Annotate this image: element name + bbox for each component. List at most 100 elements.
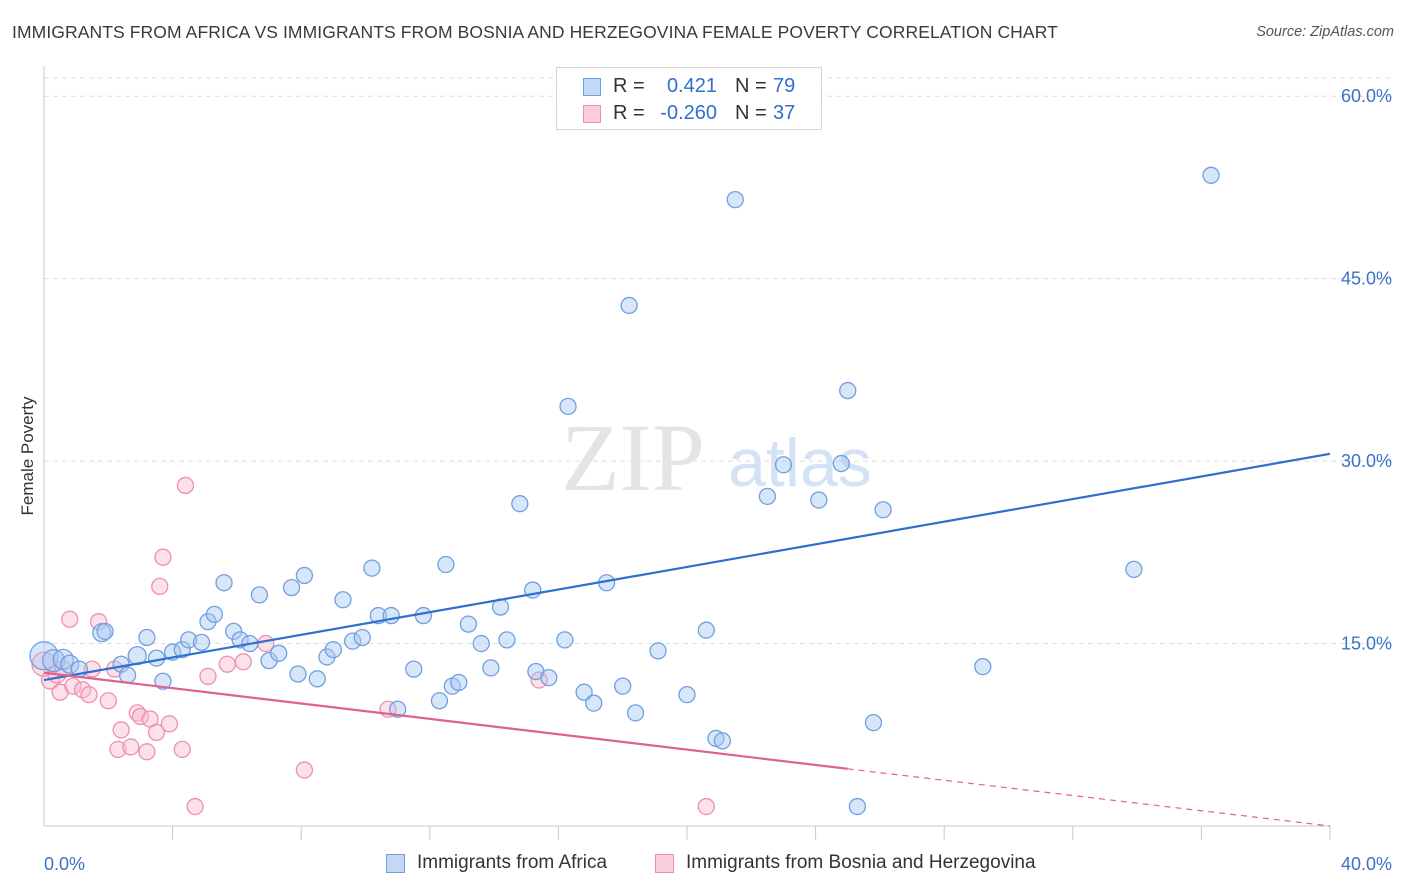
africa-point [363, 559, 381, 577]
africa-point [758, 487, 777, 506]
y-tick-label: 60.0% [1341, 86, 1392, 106]
bosnia-point [186, 797, 204, 816]
africa-point [559, 397, 577, 416]
series-legend: Immigrants from Africa Immigrants from B… [0, 852, 1406, 876]
bosnia-point [160, 715, 179, 733]
africa-point [118, 666, 137, 684]
africa-point [324, 640, 343, 659]
africa-point [289, 665, 307, 683]
africa-point [138, 628, 156, 647]
watermark-atlas: atlas [728, 425, 872, 501]
bosnia-point [90, 613, 108, 631]
africa-point [498, 631, 516, 649]
africa-point [575, 683, 593, 701]
africa-point [343, 632, 362, 650]
africa-point [180, 631, 198, 649]
points-bosnia [31, 476, 715, 816]
legend-row-africa: R = 0.421 N = 79 [557, 74, 821, 102]
y-tick-label: 30.0% [1341, 451, 1392, 471]
africa-point [974, 658, 992, 676]
africa-point [205, 605, 224, 624]
africa-point [308, 670, 326, 688]
bosnia-point [112, 721, 130, 739]
bosnia-swatch [583, 105, 601, 123]
y-tick-labels: 15.0% 30.0% 45.0% 60.0% [1341, 86, 1392, 653]
africa-point [848, 797, 867, 816]
africa-point [270, 644, 288, 662]
africa-point [154, 672, 172, 690]
africa-point [585, 694, 603, 712]
africa-point [250, 586, 269, 604]
r-label: R = [613, 102, 645, 124]
n-label: N = [735, 75, 767, 97]
gridlines [44, 77, 1392, 645]
africa-point [874, 501, 892, 519]
africa-point [405, 660, 423, 678]
bosnia-trend-line [43, 671, 848, 770]
africa-point [832, 454, 850, 473]
legend-label: Immigrants from Bosnia and Herzegovina [686, 852, 1036, 873]
chart-title: IMMIGRANTS FROM AFRICA VS IMMIGRANTS FRO… [12, 22, 1058, 42]
africa-point [810, 491, 828, 509]
bosnia-point [138, 743, 156, 761]
x-tick-label: 40.0% [1341, 854, 1392, 874]
watermark-zip: ZIP [561, 404, 705, 511]
africa-point [540, 668, 558, 687]
bosnia-point [31, 651, 57, 677]
africa-point [459, 615, 478, 633]
africa-point [556, 631, 574, 649]
bosnia-point [199, 667, 217, 686]
africa-point [678, 685, 696, 704]
africa-point [614, 677, 632, 695]
africa-point [713, 732, 732, 750]
africa-point [353, 628, 371, 647]
x-tick-labels: 0.0% 40.0% [44, 854, 1392, 874]
bosnia-point [295, 761, 314, 779]
bosnia-point [154, 548, 172, 566]
africa-point [626, 704, 645, 722]
africa-point [482, 659, 500, 677]
africa-point [774, 456, 793, 474]
legend-row-bosnia: R = -0.260 N = 37 [557, 101, 821, 129]
bosnia-point [151, 577, 169, 596]
legend-label: Immigrants from Africa [417, 852, 608, 873]
africa-point [225, 622, 243, 641]
africa-swatch [583, 78, 601, 96]
bosnia-point [147, 723, 166, 741]
axes [43, 66, 1331, 840]
africa-point [60, 654, 80, 674]
africa-point [430, 692, 449, 710]
bosnia-point [697, 797, 715, 816]
africa-point [282, 578, 301, 597]
n-value: 79 [773, 75, 796, 97]
africa-point [620, 296, 638, 315]
correlation-legend: R = 0.421 N = 79 R = -0.260 N = 37 [556, 67, 822, 130]
watermark: ZIP atlas [561, 404, 872, 511]
bosnia-point [122, 738, 140, 756]
africa-swatch [386, 854, 405, 873]
africa-point [215, 574, 233, 592]
bosnia-point [173, 740, 191, 759]
africa-point [173, 640, 191, 659]
africa-point [388, 700, 407, 718]
africa-point [192, 633, 211, 651]
africa-point [414, 606, 433, 625]
bosnia-point [234, 653, 252, 671]
bosnia-point [109, 740, 127, 759]
africa-point [1202, 166, 1220, 184]
n-value: 37 [773, 102, 796, 124]
africa-point [437, 555, 455, 574]
bosnia-point [61, 610, 79, 628]
r-value: -0.260 [660, 102, 717, 124]
source-credit: Source: ZipAtlas.com [1256, 24, 1394, 40]
africa-point [511, 495, 529, 513]
trend-lines [43, 452, 1331, 827]
y-tick-label: 45.0% [1341, 269, 1392, 289]
africa-point [334, 591, 352, 609]
bosnia-point [176, 476, 195, 495]
bosnia-swatch [655, 854, 674, 873]
africa-trend-line [43, 452, 1331, 682]
africa-point [649, 642, 667, 660]
bosnia-point [218, 655, 236, 673]
africa-point [1125, 560, 1143, 579]
